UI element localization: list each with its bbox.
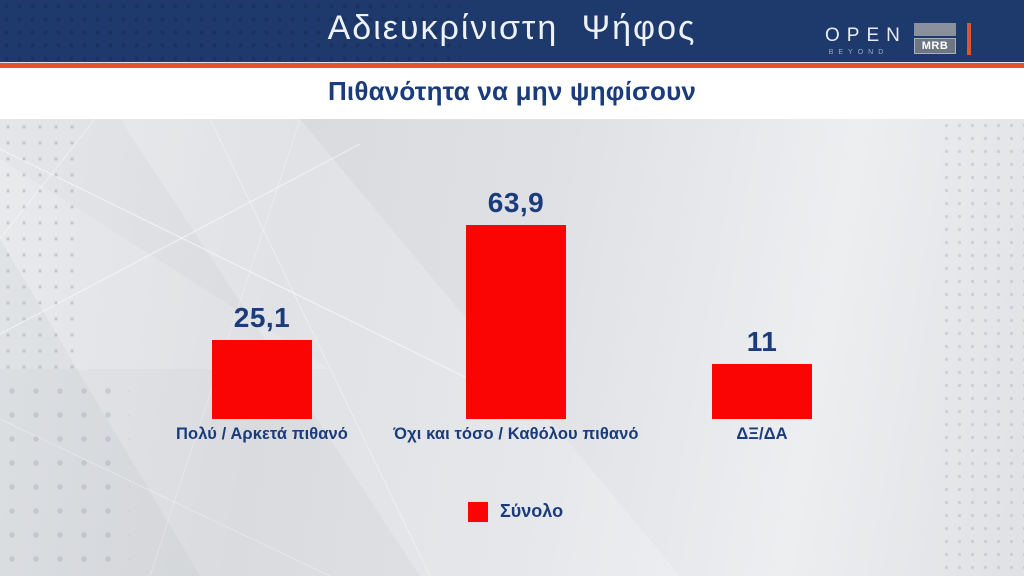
- bar-category-label: Όχι και τόσο / Καθόλου πιθανό: [393, 425, 639, 443]
- dot-texture-right: [940, 119, 1024, 576]
- background-texture: [0, 119, 680, 576]
- mrb-logo: MRB: [914, 23, 956, 54]
- legend: Σύνολο: [468, 501, 563, 522]
- dot-texture-bottom-left: [0, 379, 130, 576]
- bar-value-label: 63,9: [487, 187, 545, 218]
- subtitle-band: Πιθανότητα να μην ψηφίσουν: [0, 68, 1024, 119]
- orange-accent-bar: [967, 23, 971, 55]
- open-logo-beyond-text: BEYOND: [828, 49, 889, 56]
- mrb-logo-bar: [914, 23, 956, 36]
- page-title: Αδιευκρίνιστη Ψήφος: [327, 9, 697, 47]
- open-channel-logo: OPEN BEYOND: [818, 25, 907, 56]
- bar-category-label: Πολύ / Αρκετά πιθανό: [176, 425, 348, 443]
- bar: [712, 364, 812, 419]
- bar: [212, 340, 312, 419]
- header-dot-texture: [0, 0, 461, 62]
- chart-subtitle: Πιθανότητα να μην ψηφίσουν: [327, 76, 697, 106]
- header-divider: [0, 62, 1024, 68]
- bar-category-label: ΔΞ/ΔΑ: [736, 425, 788, 443]
- chart-area: 25,1 Πολύ / Αρκετά πιθανό 63,9 Όχι και τ…: [0, 119, 1024, 576]
- open-logo-text: OPEN: [825, 25, 907, 46]
- legend-label: Σύνολο: [500, 501, 564, 521]
- legend-swatch: [468, 501, 488, 522]
- mrb-logo-text: MRB: [914, 38, 956, 54]
- dot-texture-left: [0, 119, 85, 379]
- bar-value-label: 25,1: [233, 302, 291, 333]
- bar: [466, 225, 566, 419]
- header-bar: Αδιευκρίνιστη Ψήφος OPEN BEYOND MRB: [0, 0, 1024, 62]
- bar-value-label: 11: [746, 326, 778, 357]
